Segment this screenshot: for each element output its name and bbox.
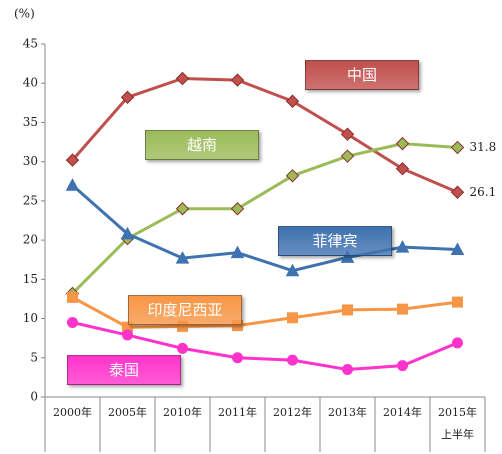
marker [342,364,353,376]
y-tick-label: 10 [23,311,38,325]
marker [342,304,353,316]
data-label: 31.8 [470,140,497,154]
x-tick-label: 2014年 [383,406,422,419]
marker [340,127,355,141]
y-tick-label: 40 [23,76,38,90]
marker [65,153,80,167]
marker [67,291,78,303]
y-tick-label: 5 [30,350,38,364]
marker [285,169,300,183]
series-line [72,321,459,372]
y-tick-label: 15 [23,272,38,286]
legend-box: 中国 [305,60,419,90]
series-line [71,184,458,273]
legend-box: 印度尼西亚 [128,295,242,325]
y-tick-label: 30 [23,154,38,168]
marker [122,329,133,341]
marker [450,242,465,256]
x-tick-label: 2015年 上半年 [438,406,477,441]
series-line [71,296,458,329]
y-tick-label: 35 [23,115,38,129]
marker [177,342,188,354]
y-tick-label: 20 [23,233,38,247]
x-tick-label: 2011年 [218,406,257,419]
x-tick-label: 2000年 [53,406,92,419]
marker [397,360,408,372]
marker [395,136,410,151]
marker [175,71,190,86]
marker [230,202,245,216]
marker [397,303,408,315]
x-tick-label: 2005年 [108,406,147,419]
marker [340,250,355,263]
series-line [71,142,458,295]
marker [340,149,355,163]
legend-box: 菲律宾 [278,226,392,256]
marker [65,178,80,191]
y-tick-label: 45 [23,37,38,51]
marker [395,162,410,176]
marker [120,90,135,105]
x-tick-label: 2012年 [273,406,312,419]
marker [230,73,245,87]
marker [285,94,300,108]
legend-box: 泰国 [67,355,181,385]
marker [452,337,463,349]
x-tick-label: 2013年 [328,406,367,419]
marker [287,312,298,324]
marker [452,296,463,308]
marker [175,202,190,216]
marker [230,245,245,259]
data-label: 26.1 [470,185,497,199]
marker [395,240,410,253]
marker [120,226,135,240]
y-tick-label: 0 [30,390,38,404]
y-tick-label: 25 [23,193,38,207]
marker [285,263,300,277]
marker [67,316,78,328]
marker [232,352,243,364]
marker [175,251,190,264]
y-unit: (%) [14,7,35,21]
marker [287,354,298,366]
series-line [71,77,459,194]
marker [450,140,465,155]
marker [450,185,465,199]
legend-box: 越南 [145,130,259,160]
x-tick-label: 2010年 [163,406,202,419]
